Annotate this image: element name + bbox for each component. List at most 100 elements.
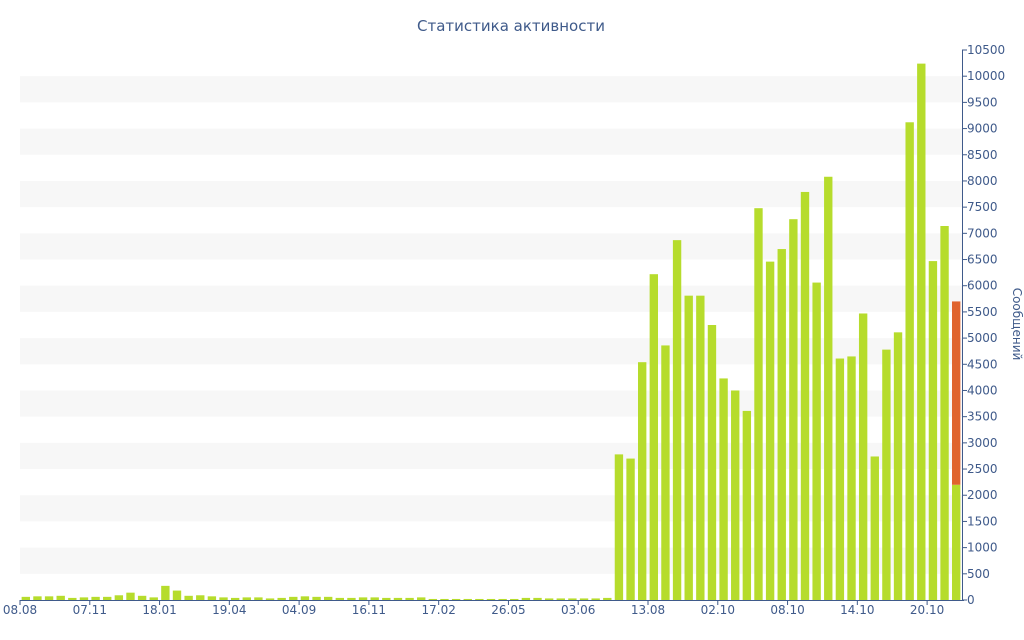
y-tick-label: 6500: [967, 253, 998, 267]
bar[interactable]: [754, 208, 763, 600]
y-tick-label: 2500: [967, 462, 998, 476]
bar[interactable]: [370, 597, 379, 600]
bar[interactable]: [858, 313, 868, 600]
bar[interactable]: [463, 598, 472, 600]
bar[interactable]: [91, 596, 100, 600]
bar[interactable]: [951, 484, 961, 600]
y-tick-label: 9500: [967, 95, 998, 109]
x-tick-label: 08.10: [770, 603, 804, 617]
bar[interactable]: [417, 597, 426, 600]
bar[interactable]: [591, 598, 600, 600]
bar[interactable]: [21, 596, 31, 600]
bar[interactable]: [579, 598, 589, 600]
x-tick-label: 19.04: [212, 603, 246, 617]
bar[interactable]: [870, 456, 879, 600]
bar[interactable]: [603, 597, 612, 600]
bar[interactable]: [428, 598, 438, 600]
bar[interactable]: [812, 282, 821, 600]
bar[interactable]: [393, 597, 403, 600]
bar[interactable]: [789, 219, 798, 600]
bar[interactable]: [661, 345, 670, 600]
bar[interactable]: [114, 595, 124, 600]
bar[interactable]: [684, 295, 693, 600]
bar[interactable]: [917, 63, 926, 601]
bar[interactable]: [56, 595, 65, 600]
bar[interactable]: [742, 410, 752, 600]
bar[interactable]: [196, 595, 205, 600]
bar[interactable]: [277, 597, 286, 600]
bar[interactable]: [568, 598, 577, 600]
bar[interactable]: [696, 295, 705, 600]
y-tick-label: 1000: [967, 541, 998, 555]
x-tick-label: 20.10: [910, 603, 944, 617]
y-tick-label: 8500: [967, 148, 998, 162]
y-tick-label: 9000: [967, 122, 998, 136]
y-tick-label: 5500: [967, 305, 998, 319]
bar[interactable]: [498, 598, 507, 600]
bar[interactable]: [614, 454, 624, 600]
bar[interactable]: [126, 592, 135, 600]
bar[interactable]: [800, 191, 810, 600]
bar[interactable]: [451, 598, 461, 600]
bar[interactable]: [335, 597, 345, 600]
bar[interactable]: [649, 274, 659, 600]
bar[interactable]: [33, 596, 42, 600]
bar[interactable]: [765, 261, 775, 600]
bar[interactable]: [254, 597, 263, 600]
bar[interactable]: [544, 598, 554, 600]
bar[interactable]: [172, 590, 182, 600]
bar[interactable]: [777, 249, 786, 601]
bar[interactable]: [137, 595, 147, 600]
bar[interactable]: [905, 122, 914, 601]
bar[interactable]: [521, 597, 531, 600]
bar[interactable]: [405, 597, 414, 600]
bar[interactable]: [835, 358, 845, 600]
x-tick-label: 08.08: [3, 603, 37, 617]
bar[interactable]: [731, 390, 740, 600]
bar[interactable]: [707, 325, 717, 600]
x-tick-label: 16.11: [352, 603, 386, 617]
bar[interactable]: [358, 597, 368, 600]
bar[interactable]: [265, 598, 275, 600]
y-tick-label: 3500: [967, 410, 998, 424]
bar[interactable]: [323, 596, 333, 600]
bar[interactable]: [79, 597, 89, 600]
bar[interactable]: [637, 362, 647, 600]
y-tick-label: 5000: [967, 331, 998, 345]
bar[interactable]: [312, 596, 321, 600]
bar[interactable]: [893, 332, 903, 600]
bar[interactable]: [847, 356, 856, 600]
bar[interactable]: [486, 598, 496, 600]
bar[interactable]: [510, 598, 519, 600]
bar[interactable]: [940, 226, 949, 600]
bar[interactable]: [161, 585, 170, 600]
bar[interactable]: [672, 240, 682, 600]
bar[interactable]: [207, 596, 217, 600]
bar[interactable]: [44, 596, 54, 600]
bar[interactable]: [103, 596, 112, 600]
bar[interactable]: [149, 597, 158, 600]
bar[interactable]: [882, 349, 891, 600]
bar-highlight[interactable]: [951, 301, 961, 485]
bar[interactable]: [347, 597, 356, 600]
bar[interactable]: [242, 597, 251, 600]
bar[interactable]: [289, 596, 298, 600]
bar-series: [21, 63, 961, 601]
y-tick-label: 0: [967, 593, 975, 607]
bar[interactable]: [382, 597, 391, 600]
bar[interactable]: [824, 176, 833, 600]
bar[interactable]: [440, 598, 449, 600]
bar[interactable]: [68, 597, 77, 600]
bar[interactable]: [928, 261, 938, 600]
bar[interactable]: [230, 597, 240, 600]
bar[interactable]: [626, 458, 635, 600]
bar[interactable]: [300, 596, 310, 600]
bar[interactable]: [533, 597, 542, 600]
y-tick-label: 4500: [967, 357, 998, 371]
bar[interactable]: [219, 597, 228, 600]
bar[interactable]: [475, 598, 484, 600]
bar[interactable]: [184, 595, 193, 600]
bar[interactable]: [719, 378, 728, 600]
bar[interactable]: [556, 598, 565, 600]
